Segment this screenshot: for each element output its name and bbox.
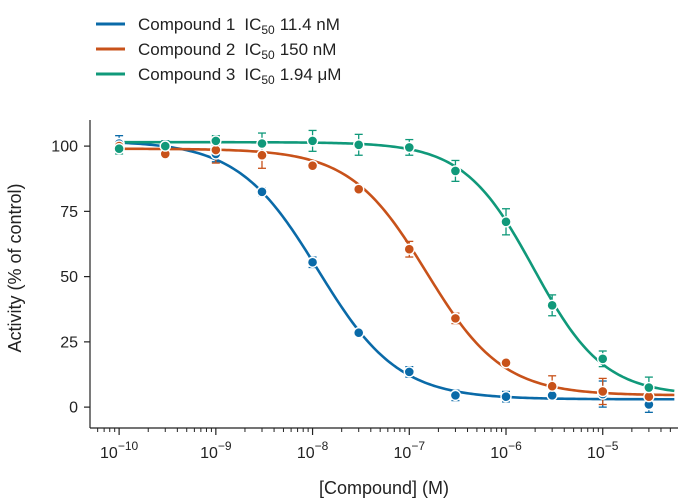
y-tick-label: 0 (69, 400, 78, 417)
y-tick-label: 100 (51, 139, 78, 156)
data-point-compound-3 (353, 139, 365, 151)
x-tick-exponent: −10 (118, 439, 139, 453)
x-tick-label: 10−8 (297, 439, 329, 462)
legend-ic50-subscript: 50 (261, 48, 275, 62)
x-tick-base: 10 (100, 445, 118, 462)
error-bars (115, 129, 653, 413)
y-tick-label: 50 (60, 269, 78, 286)
legend-item-compound-1: Compound 1 IC50 11.4 nM (96, 15, 340, 37)
data-point-compound-2 (403, 243, 415, 255)
x-tick-label: 10−10 (100, 439, 138, 462)
data-point-compound-3 (113, 143, 125, 155)
data-point-compound-2 (353, 183, 365, 195)
legend-ic50-value: 11.4 nM (280, 15, 340, 34)
data-point-compound-3 (306, 135, 319, 147)
x-axis-title: [Compound] (M) (319, 478, 449, 498)
data-point-compound-3 (159, 140, 171, 152)
x-tick-label: 10−7 (394, 439, 426, 462)
x-tick-label: 10−9 (200, 439, 232, 462)
data-point-compound-2 (256, 149, 268, 161)
legend-item-compound-2: Compound 2 IC50 150 nM (96, 40, 336, 62)
legend-label: Compound 2 IC50 150 nM (138, 40, 336, 62)
data-point-compound-2 (546, 380, 558, 392)
x-tick-exponent: −5 (605, 439, 619, 453)
data-point-compound-1 (403, 366, 415, 378)
legend-ic50-subscript: 50 (261, 73, 275, 87)
data-point-compound-2 (500, 357, 512, 369)
data-point-compound-1 (500, 390, 512, 403)
data-points (113, 135, 655, 411)
legend-series-name: Compound 2 (138, 40, 235, 59)
x-tick-exponent: −8 (315, 439, 329, 453)
legend-label: Compound 1 IC50 11.4 nM (138, 15, 340, 37)
fit-curves (114, 140, 675, 401)
legend-ic50-prefix: IC (244, 40, 261, 59)
data-point-compound-2 (597, 385, 609, 398)
fit-curve-compound-2 (114, 147, 675, 397)
fit-curve-compound-1 (114, 141, 675, 401)
data-point-compound-3 (546, 299, 558, 312)
x-tick-exponent: −6 (508, 439, 522, 453)
x-tick-base: 10 (587, 445, 605, 462)
data-point-compound-3 (597, 353, 609, 365)
legend-series-name: Compound 1 (138, 15, 235, 34)
data-point-compound-1 (306, 256, 319, 268)
data-point-compound-1 (449, 389, 462, 402)
fit-curve-compound-3 (114, 140, 675, 393)
data-point-compound-2 (306, 159, 319, 172)
legend-label: Compound 3 IC50 1.94 μM (138, 65, 341, 87)
data-point-compound-1 (256, 186, 268, 198)
x-tick-exponent: −7 (411, 439, 425, 453)
x-tick-exponent: −9 (218, 439, 232, 453)
x-tick-label: 10−6 (490, 439, 522, 462)
data-point-compound-2 (449, 312, 462, 325)
y-tick-label: 25 (60, 334, 78, 351)
legend-ic50-prefix: IC (244, 65, 261, 84)
y-axis-title: Activity (% of control) (5, 183, 25, 352)
data-point-compound-3 (643, 381, 655, 394)
data-point-compound-3 (403, 141, 415, 154)
x-tick-label: 10−5 (587, 439, 619, 462)
x-tick-base: 10 (490, 445, 508, 462)
x-tick-base: 10 (200, 445, 218, 462)
legend-ic50-value: 1.94 μM (280, 65, 342, 84)
legend-item-compound-3: Compound 3 IC50 1.94 μM (96, 65, 341, 87)
data-point-compound-1 (353, 327, 365, 339)
legend-ic50-value: 150 nM (280, 40, 337, 59)
data-point-compound-3 (256, 137, 268, 150)
data-point-compound-3 (449, 165, 462, 177)
legend-series-name: Compound 3 (138, 65, 235, 84)
x-tick-base: 10 (297, 445, 315, 462)
x-tick-base: 10 (394, 445, 412, 462)
y-tick-label: 75 (60, 204, 78, 221)
legend-ic50-subscript: 50 (261, 23, 275, 37)
legend-ic50-prefix: IC (244, 15, 261, 34)
data-point-compound-3 (210, 135, 222, 147)
data-point-compound-3 (500, 216, 512, 228)
